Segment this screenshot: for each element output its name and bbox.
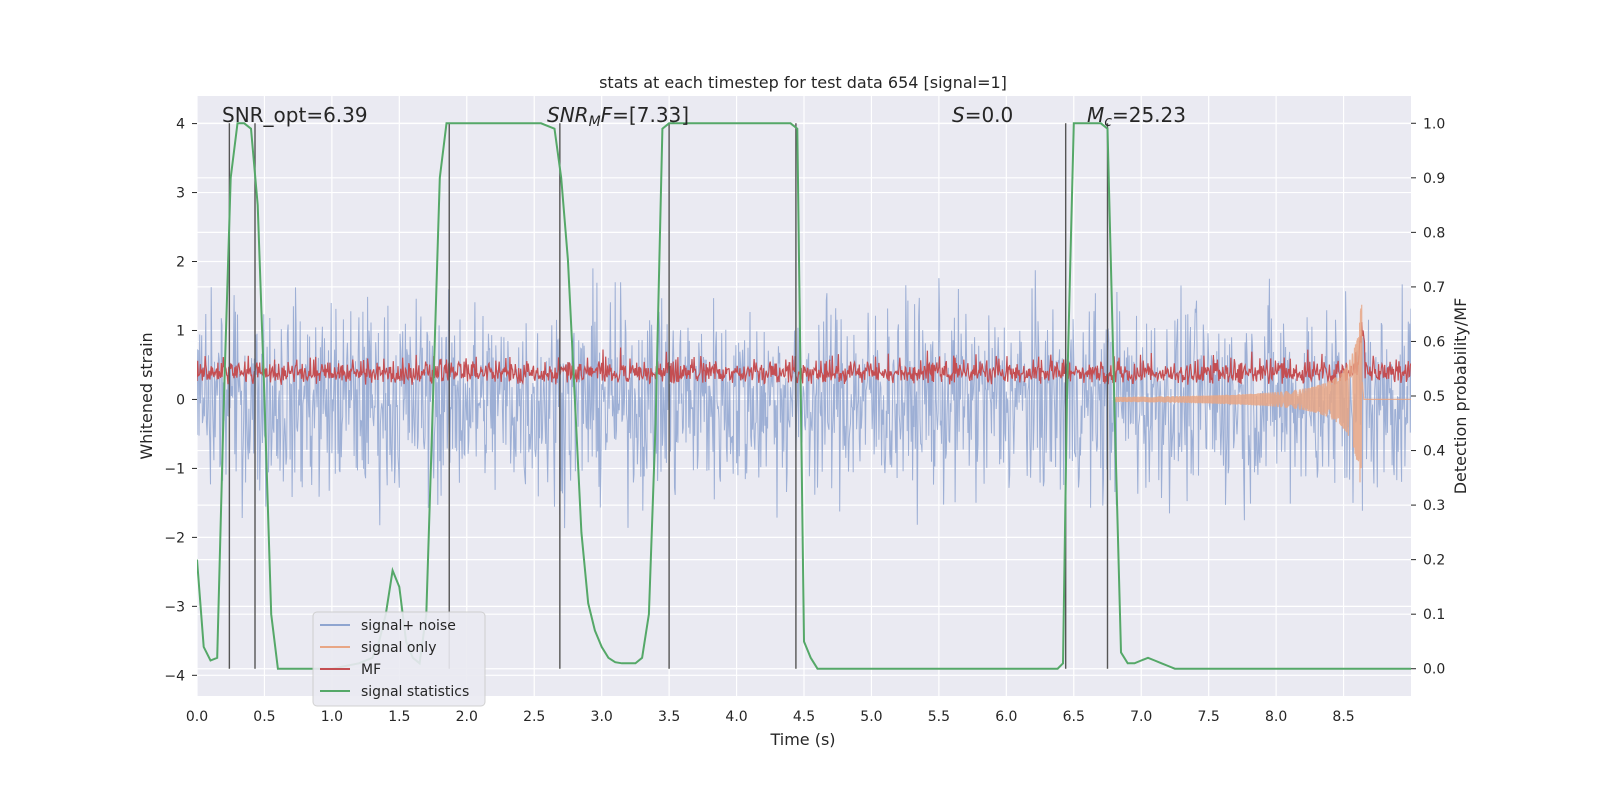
- x-tick-label: 1.0: [321, 709, 343, 725]
- x-tick-label: 4.0: [725, 709, 747, 725]
- y-tick-label: 2: [176, 255, 185, 271]
- x-tick-label: 6.0: [995, 709, 1017, 725]
- legend-item-signal-statistics: signal statistics: [320, 684, 469, 700]
- series-signal-only-line: [1113, 304, 1411, 483]
- y2-tick-label: 0.0: [1423, 662, 1445, 678]
- legend-item-mf: MF: [320, 662, 381, 678]
- annotation-snr-mf: SNRMF=[7.33]: [547, 103, 689, 130]
- y2-tick-label: 0.9: [1423, 171, 1445, 187]
- y2-tick-label: 0.2: [1423, 553, 1445, 569]
- series-mf-line: [197, 322, 1411, 385]
- annotation-s: S=0.0: [952, 103, 1013, 127]
- x-tick-label: 1.5: [388, 709, 410, 725]
- y2-tick-label: 0.3: [1423, 498, 1445, 514]
- annotations: SNR_opt=6.39 SNRMF=[7.33] S=0.0 Mc=25.23: [222, 103, 1186, 130]
- y2-tick-label: 0.1: [1423, 607, 1445, 623]
- legend-label: signal only: [361, 640, 436, 656]
- y2-tick-label: 0.6: [1423, 334, 1445, 350]
- legend-label: signal statistics: [361, 684, 469, 700]
- y2-tick-label: 0.4: [1423, 444, 1445, 460]
- x-tick-label: 3.0: [591, 709, 613, 725]
- y-axis-label: Whitened strain: [137, 332, 156, 459]
- legend-label: MF: [361, 662, 381, 678]
- x-tick-label: 2.0: [456, 709, 478, 725]
- x-tick-label: 2.5: [523, 709, 545, 725]
- annotation-snr-opt: SNR_opt=6.39: [222, 103, 368, 127]
- x-tick-label: 3.5: [658, 709, 680, 725]
- y-tick-label: 0: [176, 392, 185, 408]
- y-tick-label: −1: [164, 461, 185, 477]
- x-tick-label: 8.5: [1332, 709, 1354, 725]
- legend-item-signal-only: signal only: [320, 640, 436, 656]
- y2-axis-ticks: 1.0 0.9 0.8 0.7 0.6 0.5 0.4 0.3 0.2 0.1 0.0: [1411, 116, 1445, 678]
- x-tick-label: 5.0: [860, 709, 882, 725]
- y-tick-label: −2: [164, 530, 185, 546]
- x-axis-ticks: 0.0 0.5 1.0 1.5 2.0 2.5 3.0 3.5 4.0 4.5 5.0 5.5 6.0 6…: [186, 709, 1355, 725]
- x-tick-label: 6.5: [1063, 709, 1085, 725]
- detection-markers: [228, 123, 1109, 669]
- y-axis-ticks: 4 3 2 1 0 −1 −2 −3 −4: [164, 117, 197, 684]
- y-tick-label: −3: [164, 599, 185, 615]
- x-tick-label: 4.5: [793, 709, 815, 725]
- x-tick-label: 0.5: [253, 709, 275, 725]
- chart-title: stats at each timestep for test data 654…: [599, 73, 1007, 92]
- annotation-mc: Mc=25.23: [1087, 103, 1186, 130]
- y-tick-label: 3: [176, 186, 185, 202]
- x-tick-label: 5.5: [928, 709, 950, 725]
- y2-tick-label: 0.8: [1423, 225, 1445, 241]
- y-tick-label: 1: [176, 323, 185, 339]
- y2-tick-label: 0.7: [1423, 280, 1445, 296]
- legend-item-signal-noise: signal+ noise: [320, 618, 456, 634]
- y-tick-label: 4: [176, 117, 185, 133]
- y-tick-label: −4: [164, 668, 185, 684]
- y2-axis-label: Detection probability/MF: [1451, 298, 1470, 495]
- series-signal-noise-line: [197, 268, 1411, 529]
- y2-tick-label: 1.0: [1423, 116, 1445, 132]
- x-tick-label: 7.0: [1130, 709, 1152, 725]
- legend: signal+ noise signal only MF signal stat…: [312, 611, 486, 707]
- y2-tick-label: 0.5: [1423, 389, 1445, 405]
- x-tick-label: 8.0: [1265, 709, 1287, 725]
- x-tick-label: 0.0: [186, 709, 208, 725]
- legend-box: [312, 611, 486, 707]
- x-axis-label: Time (s): [769, 730, 835, 749]
- x-tick-label: 7.5: [1198, 709, 1220, 725]
- legend-label: signal+ noise: [361, 618, 456, 634]
